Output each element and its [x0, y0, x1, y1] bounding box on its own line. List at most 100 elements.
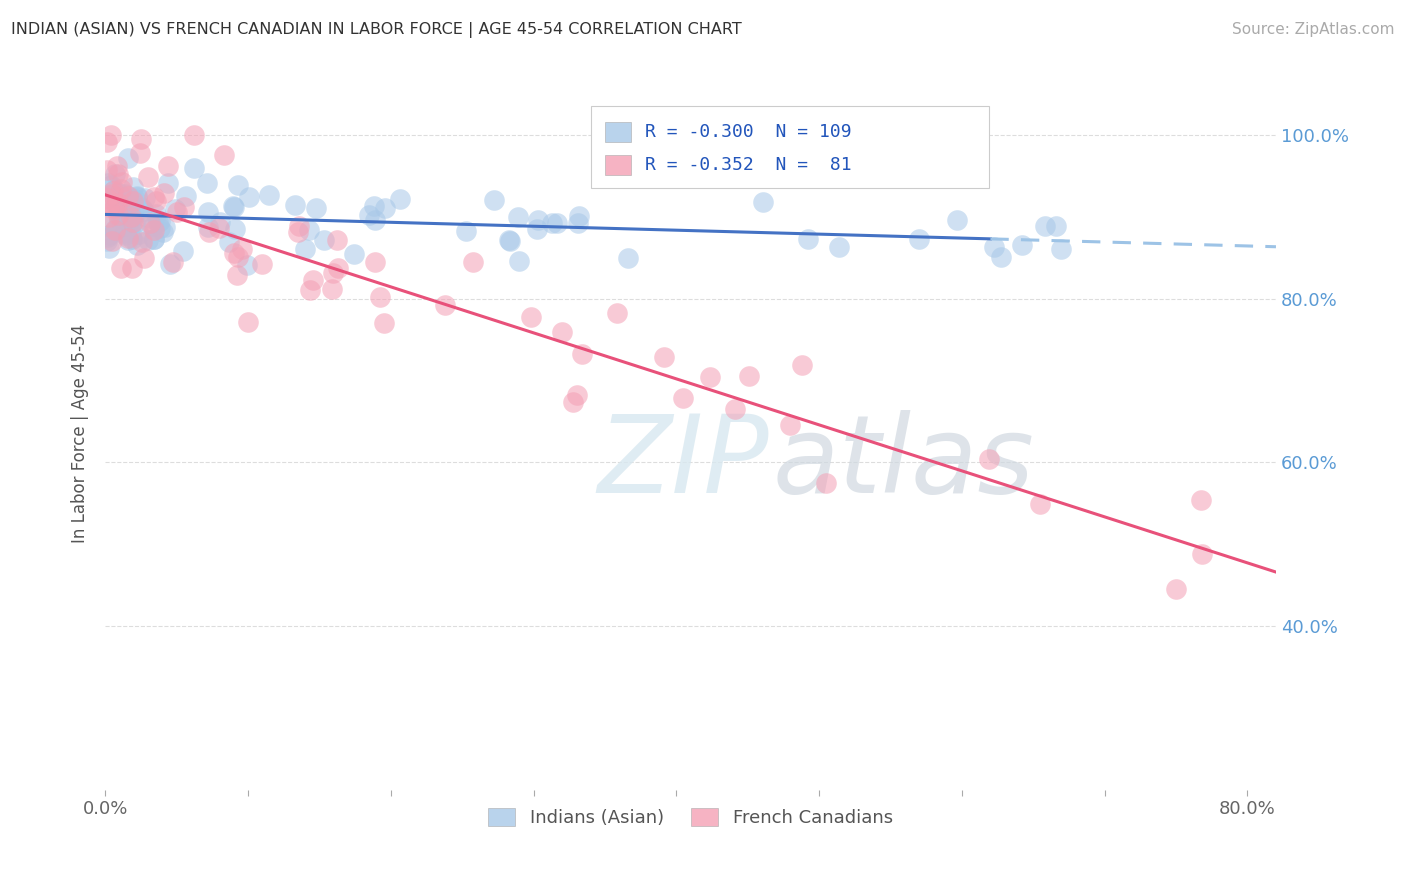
Point: [117, 189, 139, 203]
Point: [103, 183, 125, 197]
Point: [506, 211, 529, 225]
Point: [134, 191, 156, 205]
Point: [197, 204, 219, 219]
Point: [97, 229, 120, 244]
Point: [104, 167, 127, 181]
Point: [908, 232, 931, 246]
Point: [1191, 548, 1213, 562]
Point: [551, 326, 574, 340]
Point: [142, 219, 165, 233]
Point: [96, 176, 118, 190]
Point: [357, 208, 380, 222]
Point: [652, 351, 675, 365]
Point: [118, 215, 141, 229]
Point: [107, 213, 129, 227]
Point: [546, 216, 568, 230]
Point: [142, 232, 165, 246]
Point: [779, 417, 801, 432]
Point: [672, 391, 695, 405]
Point: [111, 175, 134, 189]
Point: [207, 221, 229, 235]
Point: [364, 212, 387, 227]
Point: [284, 198, 307, 212]
Bar: [605, 121, 631, 142]
Point: [222, 198, 245, 212]
Point: [298, 283, 321, 297]
Point: [301, 273, 323, 287]
Point: [143, 232, 166, 246]
Point: [540, 216, 562, 230]
Point: [121, 232, 143, 246]
Point: [110, 182, 132, 196]
Point: [828, 240, 851, 254]
Text: ZIP: ZIP: [598, 409, 769, 515]
Point: [96, 219, 118, 233]
Point: [153, 220, 176, 235]
Legend: Indians (Asian), French Canadians: Indians (Asian), French Canadians: [481, 800, 900, 834]
Point: [149, 214, 172, 228]
Point: [363, 199, 385, 213]
Point: [129, 146, 152, 161]
Point: [162, 254, 184, 268]
Point: [142, 190, 165, 204]
Point: [127, 199, 149, 213]
Point: [131, 235, 153, 249]
Point: [238, 190, 260, 204]
Point: [110, 211, 132, 225]
Point: [1035, 219, 1057, 233]
Point: [166, 205, 188, 219]
Point: [134, 252, 156, 266]
Point: [520, 310, 543, 324]
Point: [374, 202, 396, 216]
Point: [108, 186, 131, 200]
Text: INDIAN (ASIAN) VS FRENCH CANADIAN IN LABOR FORCE | AGE 45-54 CORRELATION CHART: INDIAN (ASIAN) VS FRENCH CANADIAN IN LAB…: [11, 22, 742, 38]
Point: [117, 233, 139, 247]
Point: [110, 194, 132, 209]
Point: [122, 211, 145, 225]
Point: [212, 148, 235, 162]
Point: [117, 151, 139, 165]
Point: [499, 234, 522, 248]
Point: [567, 216, 589, 230]
Point: [561, 395, 583, 409]
Point: [120, 217, 142, 231]
Point: [125, 189, 148, 203]
Point: [312, 233, 335, 247]
Point: [152, 226, 174, 240]
Point: [149, 221, 172, 235]
Point: [990, 250, 1012, 264]
Point: [195, 176, 218, 190]
Point: [797, 232, 820, 246]
Point: [107, 196, 129, 211]
Point: [124, 192, 146, 206]
Point: [294, 243, 316, 257]
Point: [132, 204, 155, 219]
Point: [364, 255, 387, 269]
Point: [129, 132, 152, 146]
Y-axis label: In Labor Force | Age 45-54: In Labor Force | Age 45-54: [72, 324, 89, 543]
Point: [945, 213, 967, 227]
Point: [461, 254, 484, 268]
Point: [738, 369, 761, 384]
Point: [136, 233, 159, 247]
Point: [121, 261, 143, 276]
Point: [1050, 242, 1073, 256]
Point: [96, 163, 118, 178]
Point: [105, 159, 128, 173]
Point: [100, 186, 122, 201]
Point: [112, 226, 135, 240]
Point: [724, 401, 747, 416]
Point: [122, 202, 145, 216]
Point: [389, 193, 412, 207]
Point: [121, 194, 143, 208]
Point: [118, 205, 141, 219]
Point: [114, 196, 136, 211]
Point: [128, 227, 150, 241]
Point: [131, 201, 153, 215]
Point: [617, 252, 640, 266]
Point: [224, 245, 246, 260]
Point: [218, 235, 240, 249]
Point: [527, 212, 550, 227]
Point: [173, 200, 195, 214]
Point: [238, 315, 260, 329]
